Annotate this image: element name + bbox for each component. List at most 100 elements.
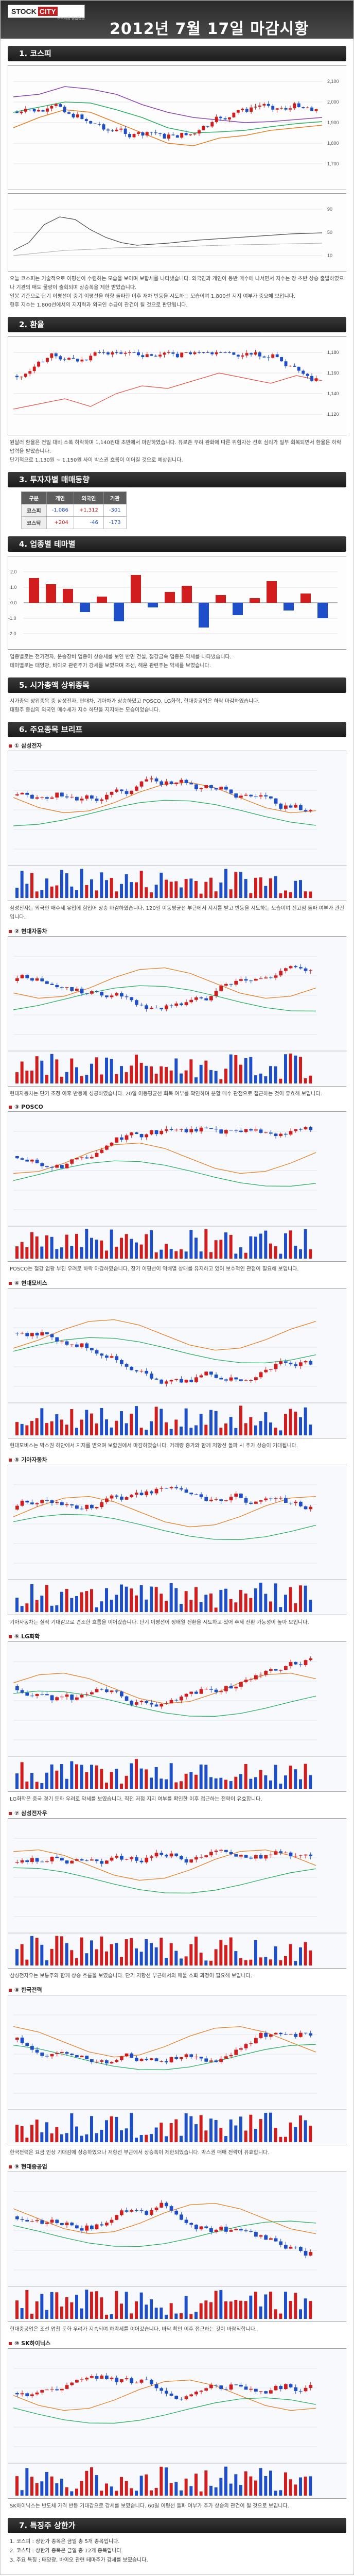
sector-commentary: 업종별로는 전기전자, 운송장비 업종이 상승세를 보인 반면 건설, 철강금속… [10,653,344,670]
candle-body [284,108,288,110]
candle-body [279,1133,283,1136]
candle-body [55,2053,59,2054]
candle-body [111,352,114,354]
volume-bar [279,1253,282,1259]
candle-body [284,968,288,971]
volume-bar [95,1765,98,1789]
volume-bar [279,2137,282,2142]
candle-body [45,2222,49,2224]
candle-body [209,1499,213,1501]
candle-body [229,1377,233,1381]
logo-word-city: CITY [38,7,58,16]
volume-bar [239,1774,242,1789]
volume-bar [214,891,218,898]
candle-body [70,1159,74,1164]
volume-bar [55,1414,59,1435]
candle-body [214,1689,218,1692]
volume-bar [30,1070,33,1083]
candle-body [249,1857,253,1859]
candle-body [184,779,188,783]
volume-bar [30,2477,33,2496]
candle-body [110,2219,114,2223]
volume-bar [154,1406,158,1435]
candle-body [304,968,308,971]
volume-bar [35,891,39,898]
volume-bar [105,880,108,898]
volume-bar [160,1249,163,1259]
volume-bar [70,2302,74,2319]
candle-body [224,786,228,790]
candle-body [135,786,138,791]
candle-body [50,984,54,985]
volume-bar [180,2313,183,2319]
candle-body [139,781,144,787]
candle-body [254,2038,258,2044]
candle-body [85,795,89,799]
volume-bar [130,2313,133,2319]
candle-body [174,2396,179,2399]
volume-bar [80,2481,83,2496]
volume-bar [90,2292,93,2319]
volume-bar [279,893,282,898]
candle-body [219,2226,223,2230]
volume-bar [160,1778,163,1789]
candle-body [15,2037,19,2040]
candle-body [249,980,253,981]
stock-commentary: SK하이닉스는 반도체 가격 반등 기대감으로 강세를 보였습니다. 60일 이… [10,2503,289,2509]
candle-body [80,1343,84,1347]
candle-body [259,2032,263,2038]
candle-body [125,2210,129,2212]
volume-bar [130,1065,133,1083]
table-header: 외국인 [73,492,104,504]
candle-body [204,1497,208,1501]
volume-bar [239,1247,242,1259]
volume-bar [139,1062,143,1083]
volume-bar [45,2310,48,2319]
volume-bar [65,2133,68,2142]
volume-bar [194,2312,198,2319]
candle-body [95,1507,99,1509]
stock-chart [8,2172,347,2322]
volume-bar [189,1059,193,1083]
volume-bar [299,1057,302,1083]
volume-bar [154,2127,158,2142]
candle-body [40,1861,44,1862]
candle-body [135,1370,138,1371]
volume-bar [154,1767,158,1789]
candle-body [40,797,44,798]
volume-bar [75,1233,78,1259]
candle-body [199,997,203,998]
volume-bar [224,869,227,898]
fx-paragraph: 원달러 환율은 전일 대비 소폭 하락하며 1,140원대 초반에서 마감하였습… [10,440,342,454]
volume-bar [115,2291,118,2319]
volume-bar [135,1595,138,1612]
volume-bar [274,1066,277,1083]
candle-body [234,1494,238,1497]
candle-body [150,2210,153,2215]
candle-body [130,1366,134,1370]
svg-text:1,700: 1,700 [327,161,339,166]
volume-bar [239,1589,242,1612]
candle-body [160,2202,164,2208]
stockcity-logo: STOCK CITY [8,5,85,18]
candle-body [254,1501,258,1504]
stock-name: ⑥ LG화학 [9,1632,345,1640]
volume-bar [15,2476,19,2496]
candle-body [145,779,149,782]
volume-bar [160,2307,163,2319]
candle-body [299,967,303,969]
volume-bar [180,1781,183,1789]
candle-body [193,133,197,134]
volume-bar [274,2490,277,2496]
candle-body [219,2058,223,2062]
volume-bar [135,1055,138,1083]
candle-body [180,1856,183,1859]
volume-bar [199,893,203,898]
candle-body [45,981,49,984]
candle-body [45,1332,49,1334]
volume-bar [20,871,24,898]
volume-bar [199,1764,203,1789]
svg-text:2,100: 2,100 [327,79,339,84]
candle-body [269,977,273,978]
candle-body [75,1158,79,1160]
